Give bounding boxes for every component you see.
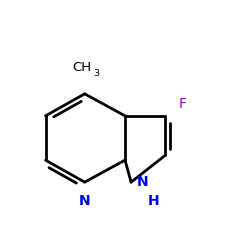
Text: F: F [179,96,187,110]
Text: N: N [137,175,149,189]
Text: N: N [79,194,90,208]
Text: CH: CH [72,61,91,74]
Text: H: H [148,194,160,208]
Text: 3: 3 [93,70,99,78]
